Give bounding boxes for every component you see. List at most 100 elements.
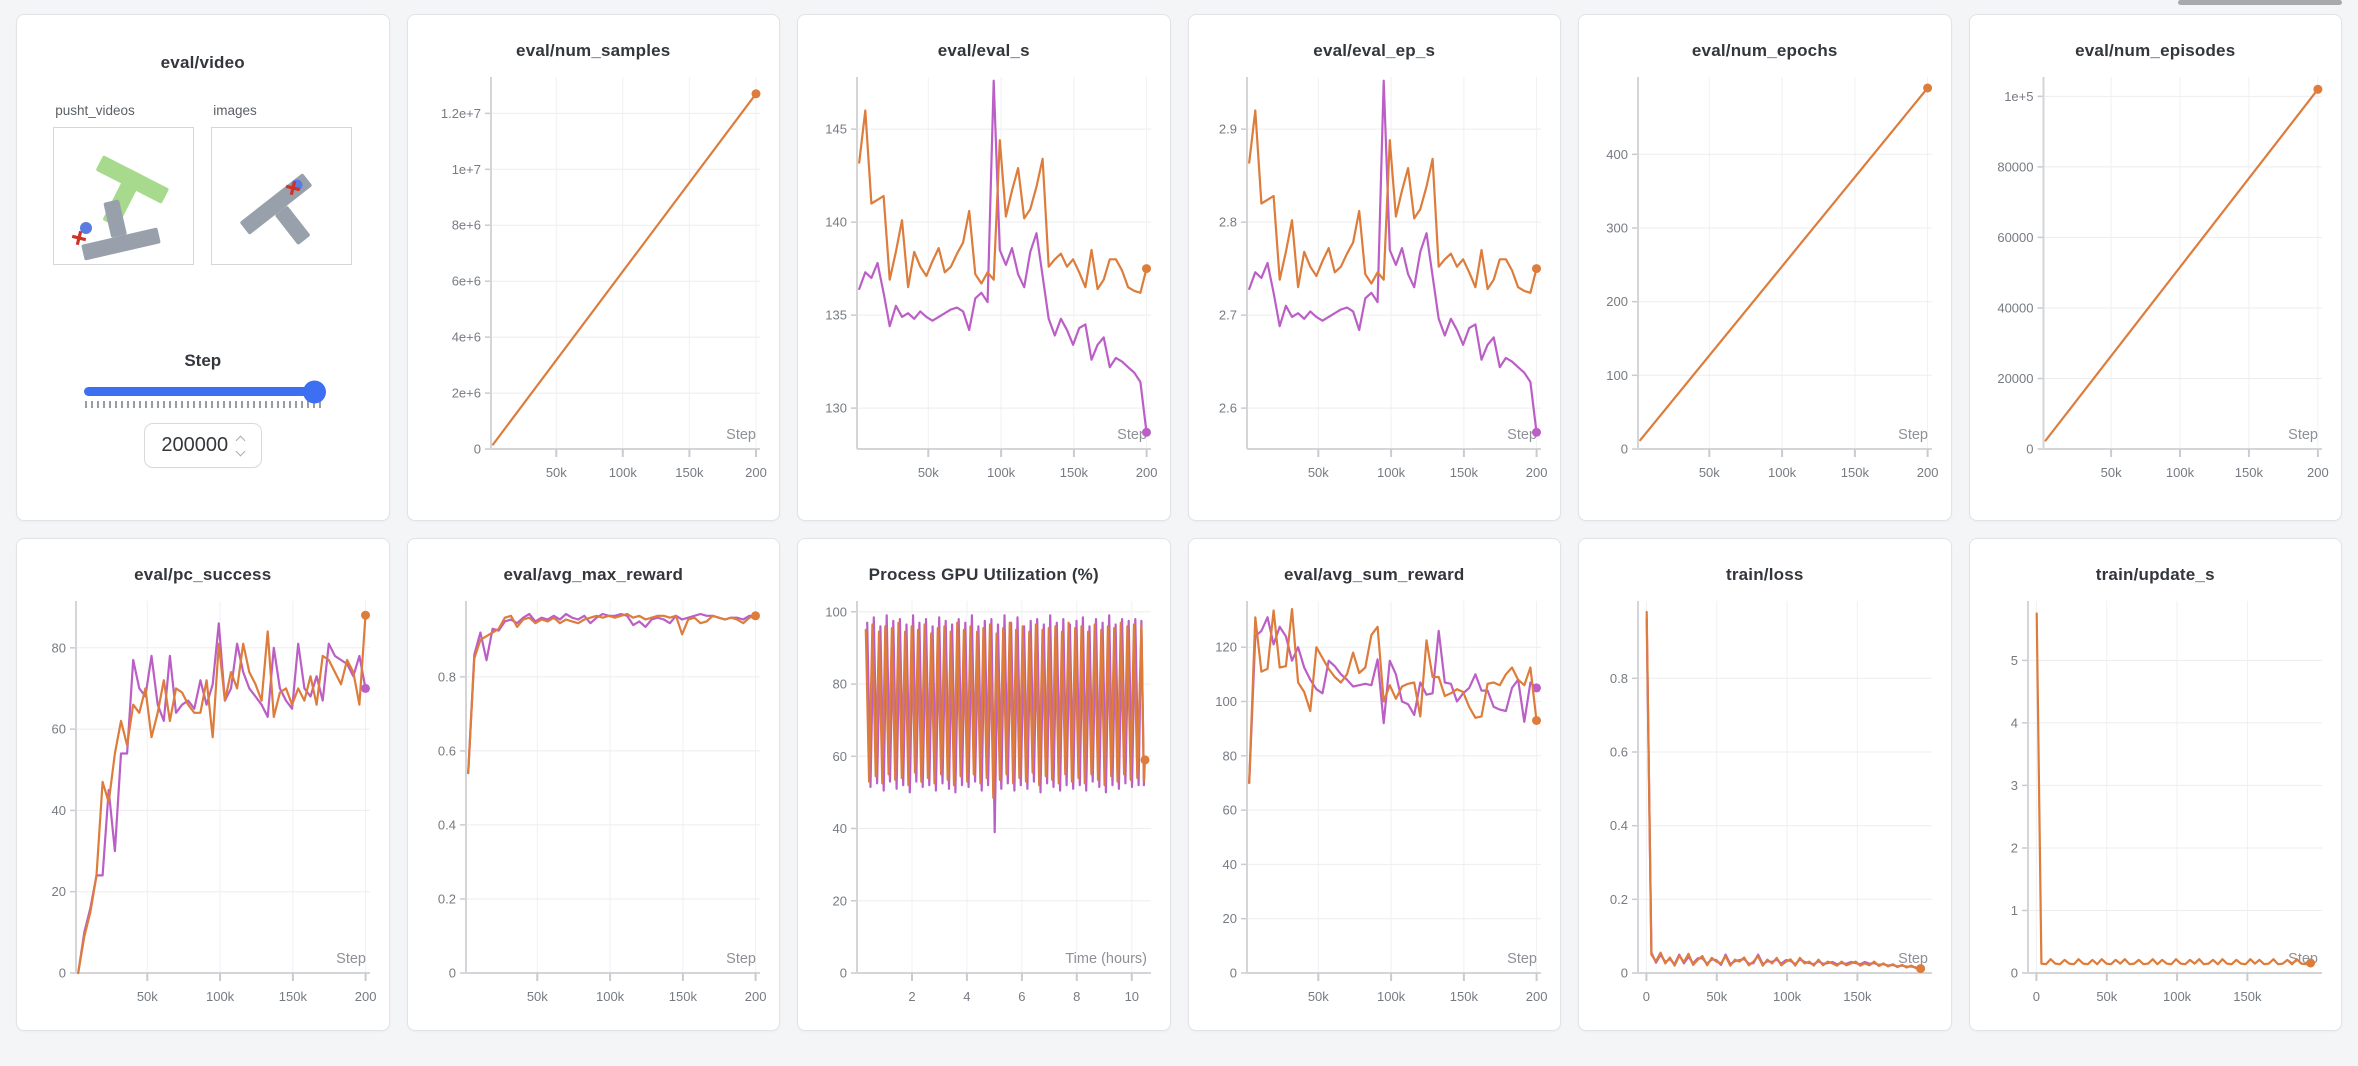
chart-canvas[interactable]: 0 20000 40000 60000 80000 1e+5 50k 100k 150k 200 S… bbox=[1970, 65, 2340, 501]
svg-text:100k: 100k bbox=[2166, 465, 2195, 480]
chart-title: eval/pc_success bbox=[134, 565, 272, 584]
svg-text:200: 200 bbox=[2307, 465, 2329, 480]
svg-text:0: 0 bbox=[1643, 989, 1650, 1004]
svg-text:Step: Step bbox=[2288, 427, 2318, 443]
spinner-down-icon[interactable] bbox=[235, 446, 246, 456]
svg-text:0: 0 bbox=[474, 442, 481, 457]
svg-text:100k: 100k bbox=[1377, 989, 1406, 1004]
svg-text:60: 60 bbox=[51, 722, 65, 737]
target-cross bbox=[72, 230, 87, 246]
svg-text:100k: 100k bbox=[1773, 989, 1802, 1004]
step-input[interactable]: 200000 bbox=[143, 423, 262, 468]
chart-canvas[interactable]: 0 0.2 0.4 0.6 0.8 50k 100k 150k 200 Step bbox=[408, 589, 778, 1025]
image-frame bbox=[240, 173, 312, 245]
svg-text:150k: 150k bbox=[1843, 989, 1872, 1004]
step-input-spinner[interactable] bbox=[235, 435, 246, 456]
chart-canvas[interactable]: 0 20 40 60 80 100 120 50k 100k 150k 200 Step bbox=[1189, 589, 1559, 1025]
chart-title: eval/num_episodes bbox=[2075, 41, 2236, 60]
svg-text:0: 0 bbox=[2011, 966, 2018, 981]
svg-text:100k: 100k bbox=[1768, 465, 1797, 480]
svg-text:150k: 150k bbox=[1060, 465, 1089, 480]
chart-canvas[interactable]: 0 2e+6 4e+6 6e+6 8e+6 1e+7 1.2e+7 50k 100k 150k 20… bbox=[408, 65, 778, 501]
step-slider-label: Step bbox=[184, 351, 222, 370]
svg-text:50k: 50k bbox=[1706, 989, 1727, 1004]
svg-text:8e+6: 8e+6 bbox=[452, 218, 481, 233]
svg-text:1: 1 bbox=[2011, 903, 2018, 918]
panel-process-gpu-utilization: Process GPU Utilization (%) 0 20 40 60 80 100… bbox=[797, 538, 1171, 1031]
pusher-dot bbox=[80, 222, 93, 234]
svg-text:100: 100 bbox=[1216, 694, 1238, 709]
svg-text:150k: 150k bbox=[2234, 989, 2263, 1004]
svg-text:6e+6: 6e+6 bbox=[452, 274, 481, 289]
panel-eval-eval-ep-s: eval/eval_ep_s 2.6 2.7 2.8 2.9 50k 100k 150k 20… bbox=[1187, 14, 1561, 521]
svg-text:200: 200 bbox=[1916, 465, 1938, 480]
svg-text:0.4: 0.4 bbox=[438, 817, 456, 832]
svg-text:Step: Step bbox=[1117, 427, 1147, 443]
svg-text:1e+7: 1e+7 bbox=[452, 162, 481, 177]
chart-title: eval/num_samples bbox=[516, 41, 671, 60]
svg-text:Step: Step bbox=[726, 427, 756, 443]
svg-text:200: 200 bbox=[354, 989, 376, 1004]
svg-text:0.8: 0.8 bbox=[1610, 671, 1628, 686]
svg-text:150k: 150k bbox=[676, 465, 705, 480]
media-label-pusht-videos: pusht_videos bbox=[55, 103, 135, 118]
chart-canvas[interactable]: 0 20 40 60 80 50k 100k 150k 200 Step bbox=[18, 589, 388, 1025]
svg-text:100k: 100k bbox=[2163, 989, 2192, 1004]
svg-text:6: 6 bbox=[1018, 989, 1025, 1004]
horizontal-scrollbar-thumb[interactable] bbox=[2178, 0, 2342, 5]
svg-text:0: 0 bbox=[2033, 989, 2040, 1004]
svg-text:50k: 50k bbox=[918, 465, 939, 480]
step-input-value[interactable]: 200000 bbox=[161, 434, 229, 456]
svg-text:60: 60 bbox=[832, 749, 846, 764]
chart-canvas[interactable]: 2.6 2.7 2.8 2.9 50k 100k 150k 200 Step bbox=[1189, 65, 1559, 501]
panel-eval-eval-s: eval/eval_s 130 135 140 145 50k 100k 150k 200 St… bbox=[797, 14, 1171, 521]
svg-text:100k: 100k bbox=[1377, 465, 1406, 480]
media-thumbnails: pusht_videos bbox=[17, 103, 389, 265]
target-cross bbox=[286, 180, 301, 196]
svg-text:50k: 50k bbox=[1308, 989, 1329, 1004]
chart-canvas[interactable]: 0 100 200 300 400 50k 100k 150k 200 Step bbox=[1580, 65, 1950, 501]
svg-text:150k: 150k bbox=[279, 989, 308, 1004]
svg-text:100k: 100k bbox=[596, 989, 625, 1004]
chart-canvas[interactable]: 130 135 140 145 50k 100k 150k 200 Step bbox=[799, 65, 1169, 501]
chart-canvas[interactable]: 0 0.2 0.4 0.6 0.8 0 50k 100k 150k Step bbox=[1580, 589, 1950, 1025]
svg-text:0.6: 0.6 bbox=[438, 743, 456, 758]
image-thumbnail[interactable] bbox=[211, 127, 353, 265]
svg-text:1e+5: 1e+5 bbox=[2004, 89, 2033, 104]
svg-text:200: 200 bbox=[1526, 989, 1548, 1004]
svg-text:0.2: 0.2 bbox=[1610, 892, 1628, 907]
svg-text:0.2: 0.2 bbox=[438, 892, 456, 907]
media-label-images: images bbox=[213, 103, 257, 118]
chart-canvas[interactable]: 0 20 40 60 80 100 2 4 6 8 10 Time (hours) bbox=[799, 589, 1169, 1025]
svg-text:20: 20 bbox=[832, 893, 846, 908]
svg-text:20: 20 bbox=[1223, 911, 1237, 926]
svg-text:0: 0 bbox=[840, 966, 847, 981]
svg-text:40000: 40000 bbox=[1998, 301, 2034, 316]
svg-text:200: 200 bbox=[1526, 465, 1548, 480]
svg-text:100: 100 bbox=[825, 604, 847, 619]
chart-title: eval/avg_max_reward bbox=[503, 565, 684, 584]
svg-text:50k: 50k bbox=[137, 989, 158, 1004]
svg-text:300: 300 bbox=[1606, 221, 1628, 236]
svg-text:200: 200 bbox=[1606, 294, 1628, 309]
svg-text:2.7: 2.7 bbox=[1219, 308, 1237, 323]
svg-text:3: 3 bbox=[2011, 778, 2018, 793]
chart-title: train/loss bbox=[1725, 565, 1804, 584]
svg-text:50k: 50k bbox=[1699, 465, 1720, 480]
svg-text:40: 40 bbox=[51, 803, 65, 818]
svg-text:Step: Step bbox=[1507, 951, 1537, 967]
video-thumbnail-pusht[interactable] bbox=[53, 127, 195, 265]
svg-text:100k: 100k bbox=[987, 465, 1016, 480]
svg-text:Step: Step bbox=[336, 951, 366, 967]
svg-text:0: 0 bbox=[1621, 442, 1628, 457]
svg-text:0: 0 bbox=[449, 966, 456, 981]
slider-thumb[interactable] bbox=[302, 380, 326, 403]
svg-text:60: 60 bbox=[1223, 803, 1237, 818]
spinner-up-icon[interactable] bbox=[235, 435, 246, 445]
svg-text:80: 80 bbox=[51, 640, 65, 655]
slider-track[interactable] bbox=[83, 380, 326, 403]
step-slider[interactable] bbox=[83, 380, 326, 408]
svg-text:120: 120 bbox=[1216, 640, 1238, 655]
